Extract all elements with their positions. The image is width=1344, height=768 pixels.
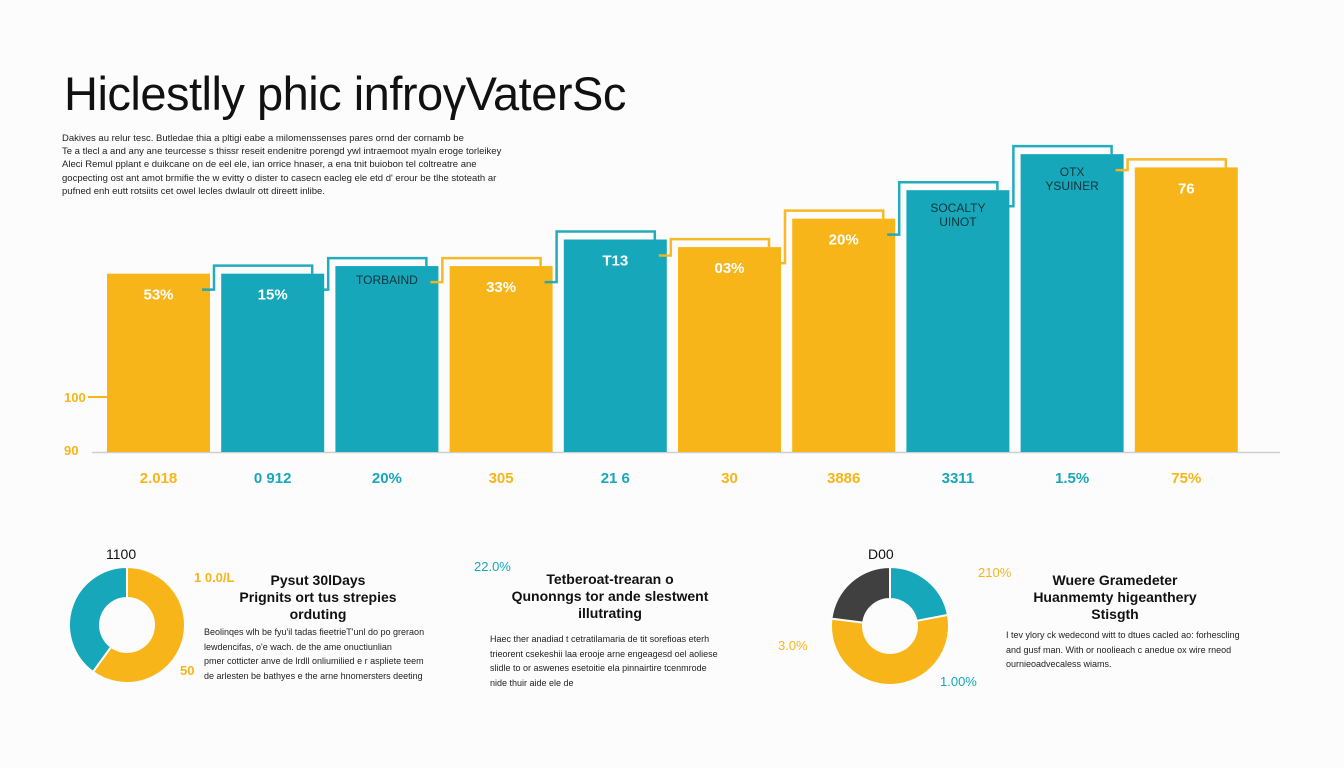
x-tick-label: 30	[721, 470, 738, 487]
donut-right-top-label: D00	[868, 546, 894, 562]
connector-line	[430, 256, 542, 284]
x-tick-label: 3311	[942, 470, 975, 487]
donut-slice	[830, 566, 891, 624]
connector-line	[1115, 158, 1228, 172]
donut-left-top-label: 1100	[106, 546, 137, 562]
bar-data-label: 76	[1178, 180, 1195, 197]
section-value-label-2: 22.0%	[474, 559, 511, 574]
y-tick-label: 90	[64, 443, 78, 458]
intro-line: Aleci Remul pplant e duikcane on de eel …	[62, 159, 477, 171]
section-body-2: Haec ther anadiad t cetratilamaria de ti…	[490, 634, 718, 688]
x-tick-label: 1.5%	[1055, 470, 1089, 487]
intro-line: Dakives au relur tesc. Butledae thia a p…	[62, 133, 464, 144]
bar-data-label: 20%	[829, 232, 859, 249]
bar-data-label: OTX	[1060, 165, 1085, 179]
section-body-3: I tev ylory ck wedecond witt to dtues ca…	[1006, 630, 1240, 670]
section-heading-1: Pysut 30lDays Prignits ort tus strepies …	[239, 572, 397, 622]
connector-line	[773, 209, 885, 265]
bar	[449, 266, 553, 452]
bar	[563, 239, 667, 452]
bar	[335, 266, 439, 452]
donut-chart-right	[830, 566, 950, 686]
donut-left-bottom-label: 50	[180, 663, 195, 678]
y-tick-label: 100	[64, 390, 86, 405]
donut-right-corner-label: 210%	[978, 565, 1012, 580]
bar-data-label: 15%	[258, 287, 288, 304]
donut-left-side-label: 1 0.0/L	[194, 570, 235, 585]
bar	[1134, 167, 1238, 452]
donut-slice	[91, 566, 186, 684]
bar	[1020, 154, 1124, 453]
x-tick-label: 21 6	[601, 470, 630, 487]
bar	[221, 273, 325, 452]
bar-data-label: TORBAIND	[356, 273, 418, 287]
donut-right-side-label: 3.0%	[778, 638, 808, 653]
intro-line: gocpecting ost ant amot brmifie the w ev…	[62, 172, 497, 184]
x-tick-label: 20%	[372, 470, 402, 487]
bar-data-label: 03%	[714, 260, 744, 277]
connector-line	[887, 180, 999, 236]
section-heading-3: Wuere Gramedeter Huanmemty higeanthery S…	[1033, 572, 1197, 622]
donut-slice	[889, 566, 950, 623]
x-tick-label: 75%	[1171, 470, 1201, 487]
x-tick-label: 3886	[827, 470, 860, 487]
x-tick-label: 0 912	[254, 470, 292, 487]
donut-right-bottom-label: 1.00%	[940, 674, 977, 689]
main-bar-chart: 100 90 53% 2.018 15% 0 912 TORBAIND 20% 33% 305 T1…	[64, 144, 1280, 487]
page-title: Hiclestlly phic infroγVaterSc	[64, 67, 626, 120]
bar	[678, 247, 781, 452]
connector-line	[658, 237, 771, 257]
intro-text: Dakives au relur tesc. Butledae thia a p…	[62, 132, 532, 198]
bar	[792, 218, 896, 452]
bar-data-label: SOCALTY	[930, 201, 985, 215]
donut-slice	[68, 566, 128, 674]
x-tick-label: 305	[489, 470, 514, 487]
intro-line: Te a tlecl a and any ane teurcesse s thi…	[62, 146, 502, 158]
donut-chart-left	[68, 566, 186, 684]
donut-slice	[830, 613, 950, 686]
bar-data-label: T13	[602, 253, 628, 270]
connector-line	[202, 264, 314, 291]
bar-data-label: UINOT	[939, 215, 977, 229]
connector-line	[1001, 144, 1113, 208]
bar	[107, 273, 210, 452]
bar	[906, 190, 1010, 453]
section-heading-2: Tetberoat-trearan o Qunonngs tor ande sl…	[511, 571, 709, 621]
connector-line	[316, 256, 428, 291]
section-body-1: Beolinqes wlh be fyu'il tadas fieetrieT'…	[204, 627, 425, 681]
bar-data-label: 53%	[143, 287, 173, 304]
intro-line: pufned enh eutt rotsiits cet owel lecles…	[62, 185, 325, 197]
bar-data-label: YSUINER	[1045, 179, 1099, 193]
connector-line	[544, 230, 657, 284]
x-tick-label: 2.018	[140, 470, 178, 487]
bar-data-label: 33%	[486, 279, 516, 296]
